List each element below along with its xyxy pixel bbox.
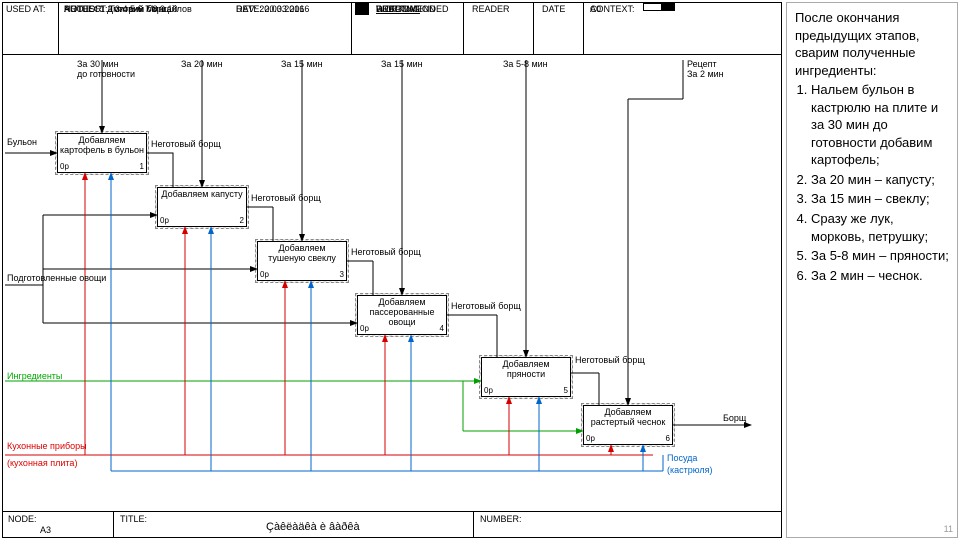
t1: За 30 мин до готовности [77,59,135,79]
title-val: Çàêëàäêà è âàðêà [263,520,363,534]
t3: За 15 мин [281,59,323,69]
list-item: За 20 мин – капусту; [811,171,949,189]
side-panel: После окончания предыдущих этапов, свари… [786,2,958,538]
footer: NODE: A3 TITLE: Çàêëàäêà è âàðêà NUMBER: [3,511,781,537]
list-item: За 2 мин – чеснок. [811,267,949,285]
box-1: Добавляем картофель в бульон0р1 [57,133,147,173]
box-4: Добавляем пассерованные овощи0р4 [357,295,447,335]
hdate: DATE [539,3,568,15]
a0: A0 [587,3,604,15]
page-number: 11 [944,523,953,535]
list-item: Сразу же лук, морковь, петрушку; [811,210,949,245]
box-6: Добавляем растертый чеснок0р6 [583,405,673,445]
list-item: За 15 мин – свеклу; [811,190,949,208]
t4: За 15 мин [381,59,423,69]
t2: За 20 мин [181,59,223,69]
rev-label: REV: 20.03.2016 [233,3,307,15]
idef0-frame: USED AT: AUTHOR: Дмитрий Мингайлов DATE:… [2,2,782,538]
diagram-area: За 30 мин до готовности За 20 мин За 15 … [3,55,781,511]
used-at: USED AT: [3,3,59,55]
lbl-negot2: Неготовый борщ [251,193,321,203]
arrows-svg [3,55,783,515]
lbl-podgot: Подготовленные овощи [7,273,106,283]
lbl-negot3: Неготовый борщ [351,247,421,257]
node-val: A3 [37,524,54,536]
t5: За 5-8 мин [503,59,548,69]
lbl-posuda: Посуда [667,453,697,463]
lbl-negot4: Неготовый борщ [451,301,521,311]
lbl-kuh2: (кухонная плита) [7,458,77,468]
publication: PUBLICATION [373,3,438,15]
notes: NOTES: 1 2 3 4 5 6 7 8 9 10 [61,3,181,15]
title-label: TITLE: [117,513,150,525]
list-item: Нальем бульон в кастрюлю на плите и за 3… [811,81,949,169]
side-intro: После окончания предыдущих этапов, свари… [795,9,949,79]
box-3: Добавляем тушеную свеклу0р3 [257,241,347,281]
lbl-borsch: Борщ [723,413,746,423]
t6: Рецепт За 2 мин [687,59,724,79]
lbl-negot1: Неготовый борщ [151,139,221,149]
header: USED AT: AUTHOR: Дмитрий Мингайлов DATE:… [3,3,781,55]
box-2: Добавляем капусту0р2 [157,187,247,227]
reader: READER [469,3,513,15]
lbl-bulon: Бульон [7,137,37,147]
lbl-kuh: Кухонные приборы [7,441,87,451]
node-label: NODE: [5,513,40,525]
lbl-ingred: Ингредиенты [7,371,62,381]
number-label: NUMBER: [477,513,525,525]
lbl-negot5: Неготовый борщ [575,355,645,365]
list-item: За 5-8 мин – пряности; [811,247,949,265]
box-5: Добавляем пряности0р5 [481,357,571,397]
lbl-posuda2: (кастрюля) [667,465,712,475]
side-list: Нальем бульон в кастрюлю на плите и за 3… [811,81,949,284]
